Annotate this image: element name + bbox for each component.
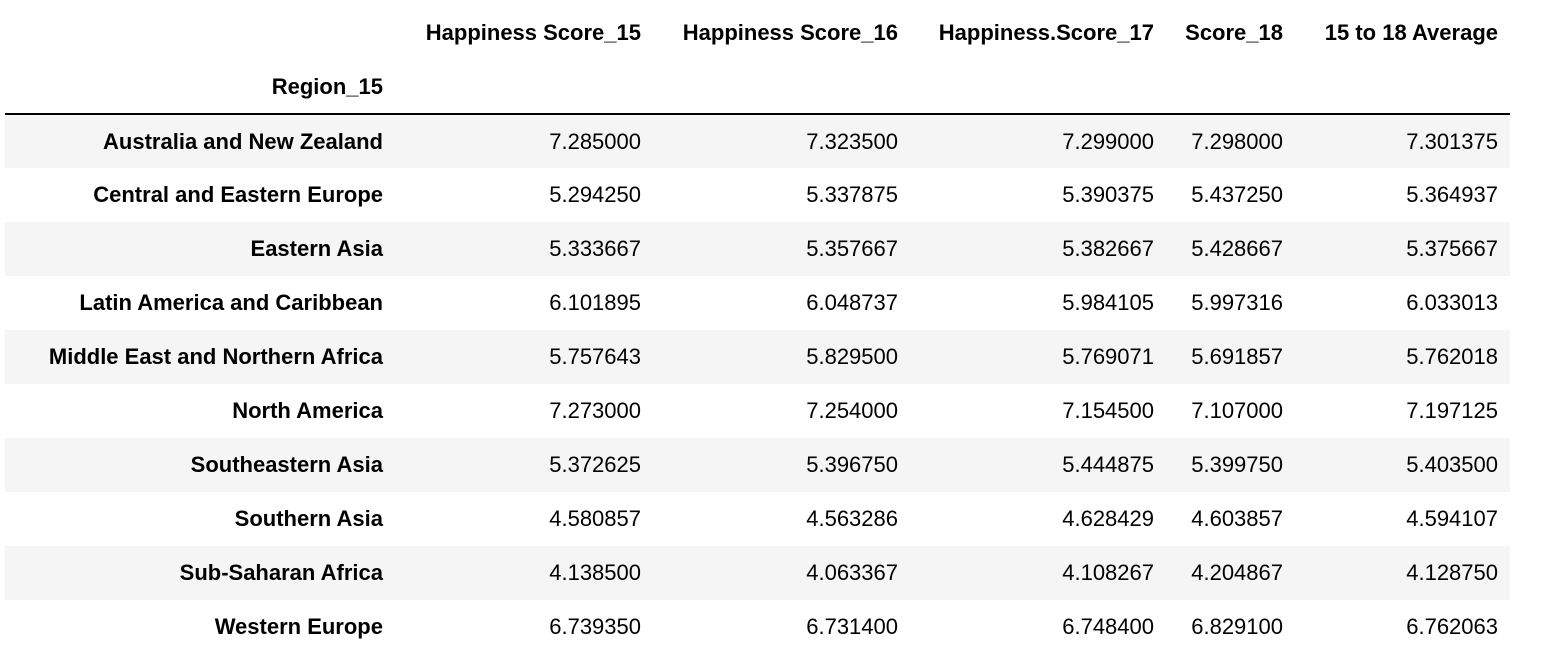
table-cell: 5.357667	[806, 236, 898, 261]
table-cell: 5.403500	[1406, 452, 1498, 477]
table-cell: 5.829500	[806, 344, 898, 369]
table-cell: 5.437250	[1191, 182, 1283, 207]
dataframe-output: Happiness Score_15 Happiness Score_16 Ha…	[5, 4, 1510, 654]
table-cell: 4.204867	[1191, 560, 1283, 585]
table-cell: 7.273000	[549, 398, 641, 423]
table-cell: 5.333667	[549, 236, 641, 261]
empty-header-cell	[1166, 61, 1295, 114]
table-cell: 5.294250	[549, 182, 641, 207]
table-cell: 7.301375	[1406, 128, 1498, 154]
row-label: Australia and New Zealand	[103, 128, 383, 154]
table-cell: 7.323500	[806, 128, 898, 154]
row-label: Sub-Saharan Africa	[179, 560, 383, 585]
table-cell: 5.769071	[1062, 344, 1154, 369]
row-label: Southeastern Asia	[190, 452, 383, 477]
table-cell: 4.128750	[1406, 560, 1498, 585]
table-cell: 5.984105	[1062, 290, 1154, 315]
column-header: 15 to 18 Average	[1324, 19, 1498, 45]
table-cell: 6.101895	[549, 290, 641, 315]
table-cell: 5.444875	[1062, 452, 1154, 477]
table-cell: 4.580857	[549, 506, 641, 531]
table-row: Eastern Asia 5.333667 5.357667 5.382667 …	[5, 222, 1510, 276]
row-label: Eastern Asia	[250, 236, 383, 261]
table-cell: 5.428667	[1191, 236, 1283, 261]
row-label: Middle East and Northern Africa	[48, 344, 383, 369]
row-label: Southern Asia	[234, 506, 383, 531]
column-header: Score_18	[1185, 19, 1283, 45]
table-cell: 5.382667	[1062, 236, 1154, 261]
table-cell: 6.033013	[1406, 290, 1498, 315]
empty-header-cell	[653, 61, 910, 114]
row-label: North America	[232, 398, 383, 423]
table-cell: 5.337875	[806, 182, 898, 207]
empty-header-cell	[1295, 61, 1510, 114]
table-cell: 4.063367	[806, 560, 898, 585]
index-name-row: Region_15	[5, 61, 1510, 114]
empty-header-cell	[910, 61, 1166, 114]
table-cell: 4.628429	[1062, 506, 1154, 531]
table-cell: 7.285000	[549, 128, 641, 154]
row-label: Central and Eastern Europe	[93, 182, 383, 207]
table-row: Central and Eastern Europe 5.294250 5.33…	[5, 168, 1510, 222]
table-cell: 4.594107	[1406, 506, 1498, 531]
table-cell: 5.762018	[1406, 344, 1498, 369]
table-row: Sub-Saharan Africa 4.138500 4.063367 4.1…	[5, 546, 1510, 600]
table-row: Southern Asia 4.580857 4.563286 4.628429…	[5, 492, 1510, 546]
table-row: Southeastern Asia 5.372625 5.396750 5.44…	[5, 438, 1510, 492]
table-cell: 7.298000	[1191, 128, 1283, 154]
table-cell: 5.375667	[1406, 236, 1498, 261]
table-cell: 5.757643	[549, 344, 641, 369]
table-cell: 6.748400	[1062, 614, 1154, 639]
table-row: Australia and New Zealand 7.285000 7.323…	[5, 114, 1510, 168]
column-header: Happiness.Score_17	[938, 19, 1154, 45]
dataframe-table: Happiness Score_15 Happiness Score_16 Ha…	[5, 4, 1510, 654]
table-cell: 7.254000	[806, 398, 898, 423]
table-cell: 4.138500	[549, 560, 641, 585]
column-header: Happiness Score_15	[425, 19, 641, 45]
table-cell: 4.603857	[1191, 506, 1283, 531]
table-cell: 7.197125	[1406, 398, 1498, 423]
column-header-row: Happiness Score_15 Happiness Score_16 Ha…	[5, 4, 1510, 61]
table-cell: 6.762063	[1406, 614, 1498, 639]
table-cell: 5.364937	[1406, 182, 1498, 207]
table-cell: 5.691857	[1191, 344, 1283, 369]
header-blank-cell	[5, 4, 395, 61]
table-body: Australia and New Zealand 7.285000 7.323…	[5, 114, 1510, 654]
table-cell: 7.154500	[1062, 398, 1154, 423]
table-cell: 5.390375	[1062, 182, 1154, 207]
table-cell: 7.299000	[1062, 128, 1154, 154]
column-header: Happiness Score_16	[682, 19, 898, 45]
table-cell: 5.399750	[1191, 452, 1283, 477]
table-header: Happiness Score_15 Happiness Score_16 Ha…	[5, 4, 1510, 114]
table-cell: 5.372625	[549, 452, 641, 477]
table-cell: 5.396750	[806, 452, 898, 477]
index-name-header: Region_15	[271, 74, 383, 99]
table-cell: 6.739350	[549, 614, 641, 639]
row-label: Western Europe	[214, 614, 383, 639]
table-row: Western Europe 6.739350 6.731400 6.74840…	[5, 600, 1510, 654]
row-label: Latin America and Caribbean	[79, 290, 383, 315]
empty-header-cell	[395, 61, 653, 114]
table-row: Middle East and Northern Africa 5.757643…	[5, 330, 1510, 384]
table-cell: 6.829100	[1191, 614, 1283, 639]
table-row: Latin America and Caribbean 6.101895 6.0…	[5, 276, 1510, 330]
table-row: North America 7.273000 7.254000 7.154500…	[5, 384, 1510, 438]
table-cell: 4.108267	[1062, 560, 1154, 585]
table-cell: 5.997316	[1191, 290, 1283, 315]
table-cell: 7.107000	[1191, 398, 1283, 423]
table-cell: 6.048737	[806, 290, 898, 315]
table-cell: 6.731400	[806, 614, 898, 639]
table-cell: 4.563286	[806, 506, 898, 531]
